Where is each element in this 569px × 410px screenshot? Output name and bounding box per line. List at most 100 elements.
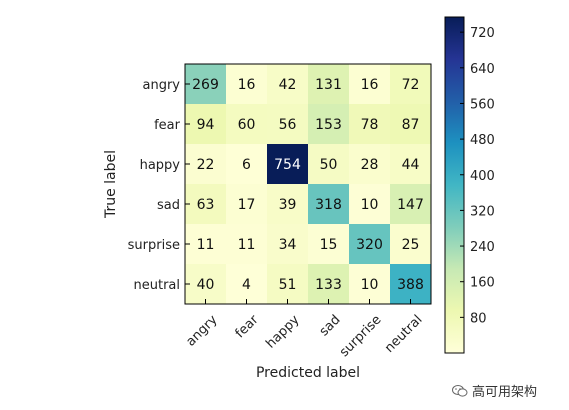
cell-value-label: 4	[242, 277, 251, 293]
cell-value-label: 131	[315, 77, 342, 93]
colorbar-tick-label: 560	[470, 97, 495, 112]
heatmap-cell	[226, 144, 268, 185]
heatmap-cell	[349, 64, 391, 105]
cell-value-label: 16	[238, 77, 256, 93]
plot-frame	[184, 63, 432, 305]
cell-value-label: 39	[279, 197, 297, 213]
y-tick-label: happy	[140, 158, 181, 173]
heatmap-cell	[267, 144, 309, 185]
heatmap-cell	[390, 64, 432, 105]
y-tick-label: sad	[157, 198, 180, 213]
heatmap-cells	[185, 64, 432, 305]
cell-value-label: 51	[279, 277, 297, 293]
heatmap-cell	[308, 64, 350, 105]
watermark-text: 高可用架构	[472, 385, 538, 400]
heatmap-cell	[226, 64, 268, 105]
heatmap-cell	[226, 224, 268, 265]
cell-value-label: 16	[361, 77, 379, 93]
y-axis-ticks: angry fear happy sad surprise neutral	[128, 78, 190, 293]
colorbar-tick-label: 480	[470, 133, 495, 148]
colorbar-tick-label: 720	[470, 26, 495, 41]
heatmap-cell	[185, 224, 227, 265]
cell-value-label: 28	[361, 157, 379, 173]
heatmap-cell	[185, 64, 227, 105]
x-tick-label: surprise	[337, 312, 385, 360]
heatmap-cell	[349, 184, 391, 225]
heatmap-cell	[308, 184, 350, 225]
cell-value-label: 17	[238, 197, 256, 213]
y-axis-label: True label	[103, 150, 119, 219]
heatmap-cell	[226, 104, 268, 145]
heatmap-cell	[308, 144, 350, 185]
heatmap-cell	[349, 264, 391, 305]
cell-value-label: 60	[238, 117, 256, 133]
heatmap-cell	[349, 144, 391, 185]
heatmap-cell	[226, 264, 268, 305]
cell-value-label: 754	[274, 157, 301, 173]
y-tick-label: angry	[143, 78, 181, 93]
cell-value-label: 72	[402, 77, 420, 93]
cell-value-label: 153	[315, 117, 342, 133]
heatmap-cell	[267, 264, 309, 305]
cell-value-label: 10	[361, 197, 379, 213]
cell-value-label: 50	[320, 157, 338, 173]
heatmap-cell	[390, 144, 432, 185]
heatmap-cell	[308, 264, 350, 305]
heatmap-cell	[349, 104, 391, 145]
heatmap-cell-labels: 269 16 42 131 16 72 94 60 56 153 78 87 22 6 754 50 28 44 6…	[192, 77, 424, 293]
cell-value-label: 78	[361, 117, 379, 133]
cell-value-label: 63	[197, 197, 215, 213]
cell-value-label: 10	[361, 277, 379, 293]
cell-value-label: 56	[279, 117, 297, 133]
wechat-icon	[452, 384, 468, 397]
heatmap-cell	[267, 224, 309, 265]
colorbar	[444, 16, 465, 354]
heatmap-cell	[349, 224, 391, 265]
x-axis-label: Predicted label	[256, 365, 360, 381]
cell-value-label: 11	[238, 237, 256, 253]
heatmap-cell	[185, 144, 227, 185]
x-tick-label: happy	[263, 312, 302, 351]
cell-value-label: 269	[192, 77, 219, 93]
x-tick-label: angry	[183, 312, 220, 349]
heatmap-cell	[390, 184, 432, 225]
cell-value-label: 147	[397, 197, 424, 213]
heatmap-cell	[390, 264, 432, 305]
cell-value-label: 15	[320, 237, 338, 253]
cell-value-label: 318	[315, 197, 342, 213]
heatmap-cell	[267, 184, 309, 225]
heatmap-cell	[185, 264, 227, 305]
colorbar-tick-label: 160	[470, 276, 495, 291]
colorbar-ticks: 80 160 240 320 400 480 560 640 720	[460, 26, 495, 326]
cell-value-label: 11	[197, 237, 215, 253]
heatmap-cell	[226, 184, 268, 225]
cell-value-label: 94	[197, 117, 215, 133]
y-tick-label: fear	[154, 118, 181, 133]
cell-value-label: 34	[279, 237, 297, 253]
cell-value-label: 87	[402, 117, 420, 133]
watermark: 高可用架构	[452, 381, 537, 400]
y-tick-label: neutral	[134, 278, 181, 293]
heatmap-cell	[308, 224, 350, 265]
colorbar-tick-label: 400	[470, 169, 495, 184]
heatmap-cell	[267, 64, 309, 105]
colorbar-tick-label: 80	[470, 311, 487, 326]
heatmap-cell	[185, 104, 227, 145]
colorbar-tick-label: 640	[470, 62, 495, 77]
cell-value-label: 40	[197, 277, 215, 293]
x-tick-label: fear	[233, 312, 262, 341]
cell-value-label: 44	[402, 157, 420, 173]
y-tick-label: surprise	[128, 238, 180, 253]
cell-value-label: 22	[197, 157, 215, 173]
cell-value-label: 6	[242, 157, 251, 173]
heatmap-cell	[267, 104, 309, 145]
cell-value-label: 25	[402, 237, 420, 253]
heatmap-cell	[185, 184, 227, 225]
heatmap-cell	[390, 224, 432, 265]
cell-value-label: 133	[315, 277, 342, 293]
x-tick-label: sad	[317, 312, 344, 339]
colorbar-tick-label: 320	[470, 204, 495, 219]
cell-value-label: 42	[279, 77, 297, 93]
